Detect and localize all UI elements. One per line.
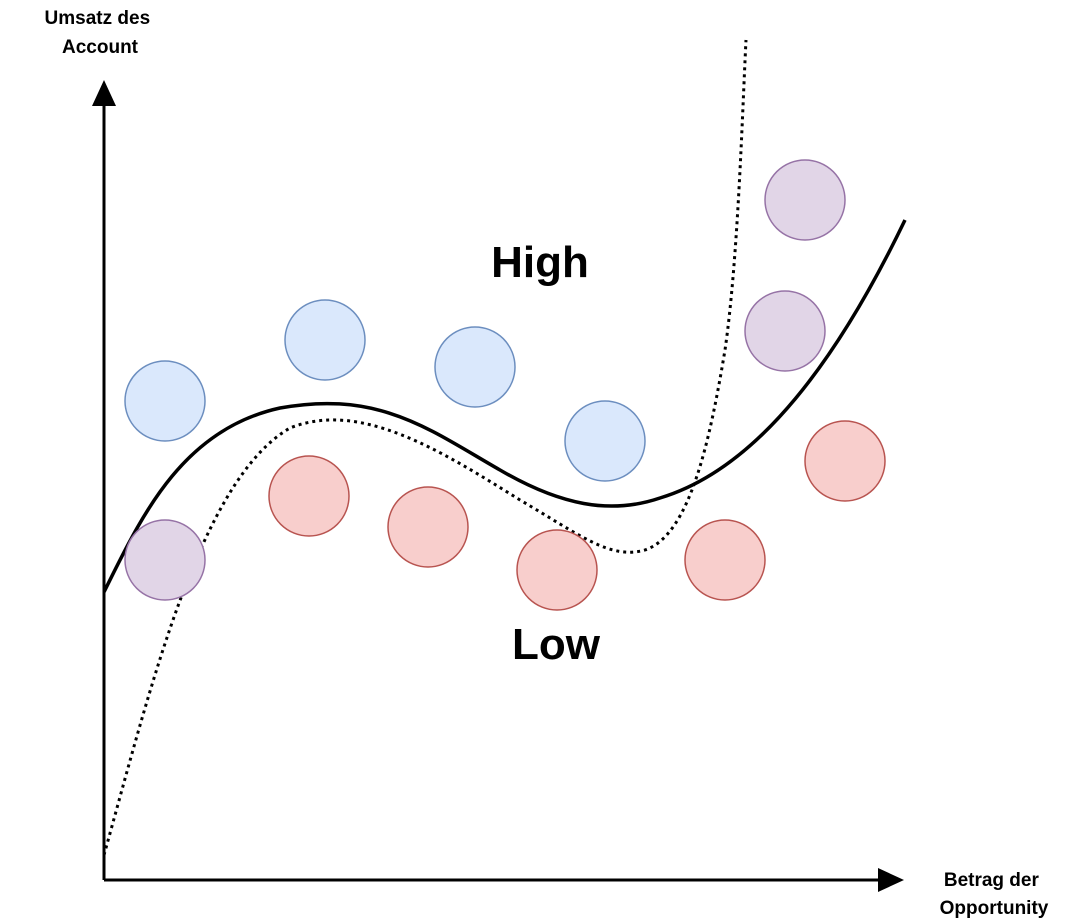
x-axis-label: Betrag der Opportunity xyxy=(940,870,1049,919)
data-point-red xyxy=(268,455,350,537)
data-point-blue xyxy=(284,299,366,381)
solid-decision-curve xyxy=(102,219,907,593)
data-point-red xyxy=(387,486,469,568)
data-point-purple xyxy=(124,519,206,601)
y-axis-label-line-1: Umsatz des xyxy=(45,8,151,29)
data-point-red xyxy=(516,529,598,611)
data-point-red xyxy=(684,519,766,601)
data-point-blue xyxy=(564,400,646,482)
data-point-red xyxy=(804,420,886,502)
data-point-purple xyxy=(744,290,826,372)
y-axis-arrowhead xyxy=(92,80,116,106)
region-label-low: Low xyxy=(512,620,601,669)
x-axis-label-line-1: Betrag der xyxy=(944,870,1040,891)
data-point-blue xyxy=(434,326,516,408)
x-axis-arrowhead xyxy=(878,868,904,892)
decision-curves xyxy=(102,39,907,856)
x-axis-label-line-2: Opportunity xyxy=(940,898,1049,919)
y-axis-label: Umsatz des Account xyxy=(45,8,156,58)
dotted-overfit-curve xyxy=(102,39,748,856)
data-point-blue xyxy=(124,360,206,442)
region-label-high: High xyxy=(491,238,589,287)
data-points xyxy=(124,159,886,611)
data-point-purple xyxy=(764,159,846,241)
y-axis-label-line-2: Account xyxy=(62,37,139,58)
axes xyxy=(92,80,904,892)
